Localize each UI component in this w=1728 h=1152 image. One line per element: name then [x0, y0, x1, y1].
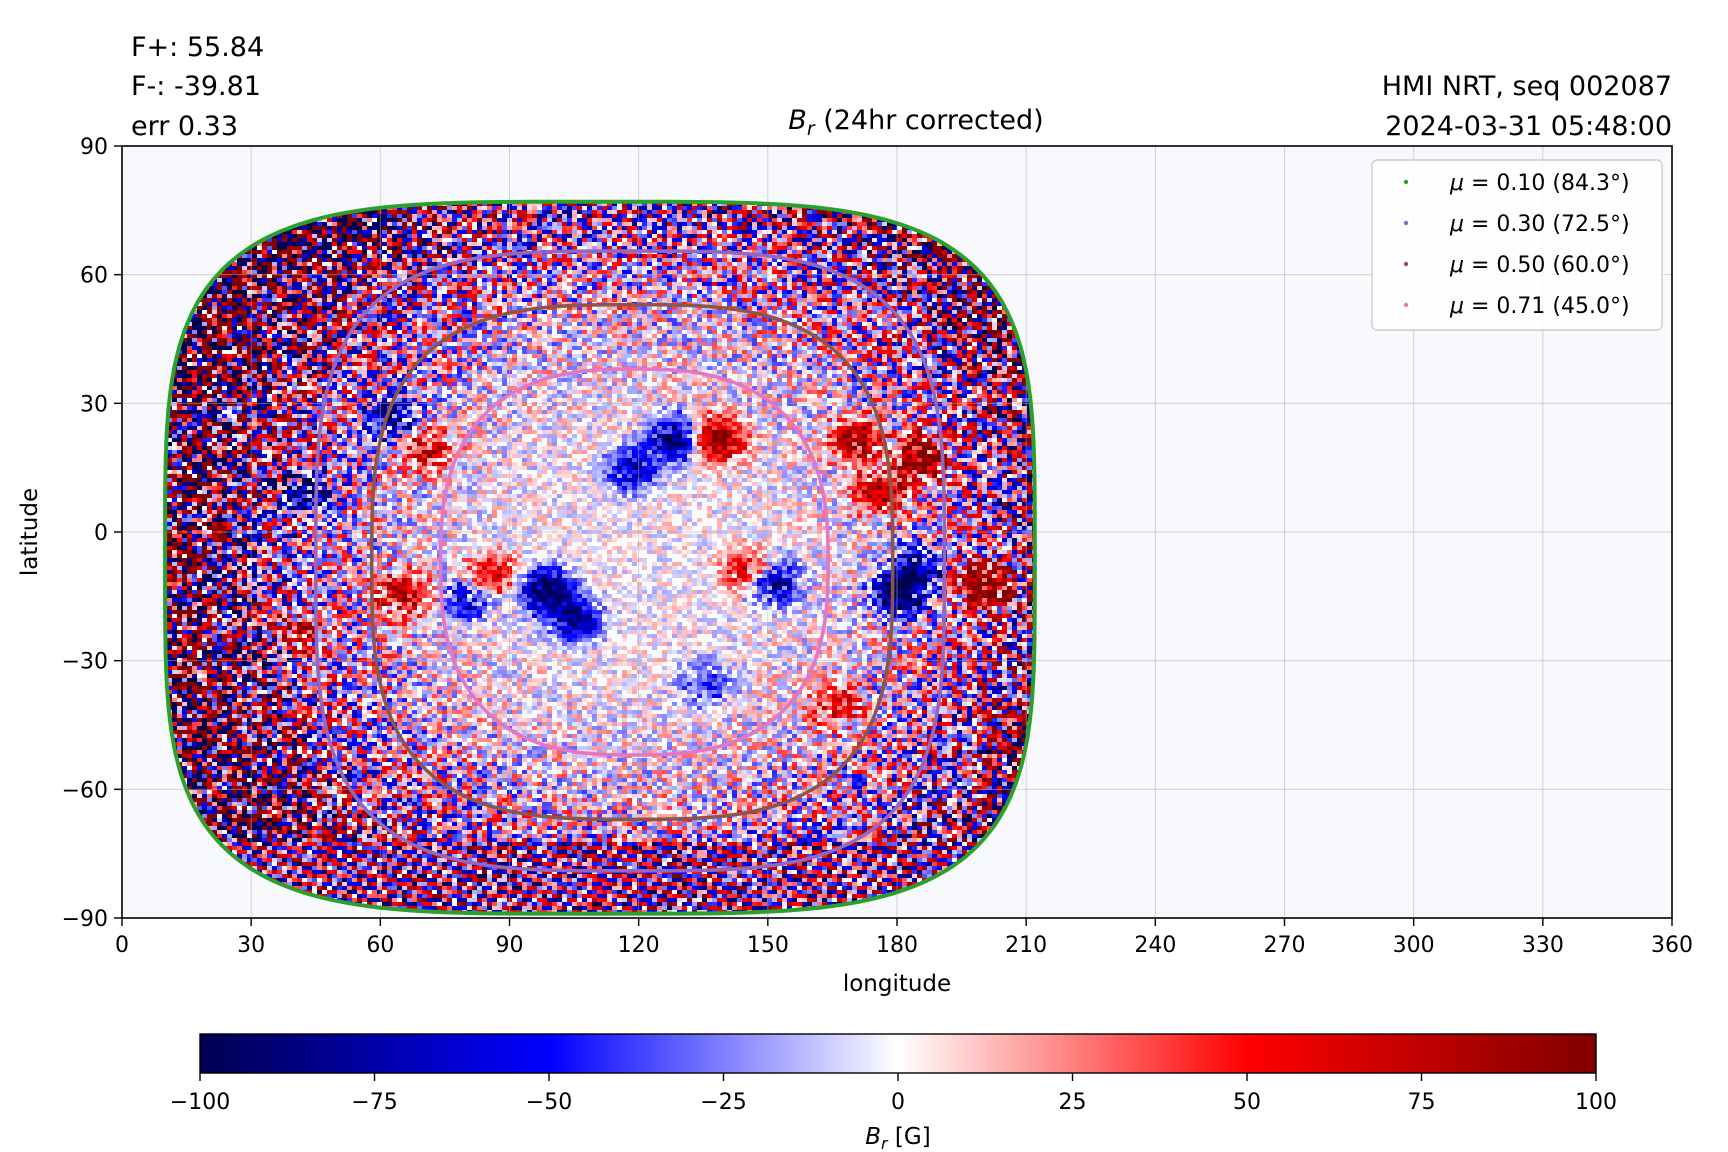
legend: μ = 0.10 (84.3°) μ = 0.30 (72.5°) μ = 0.50…	[1371, 159, 1663, 331]
colorbar-label-symbol: B	[865, 1124, 881, 1150]
legend-label: μ = 0.71 (45.0°)	[1449, 294, 1630, 319]
instrument-label: HMI NRT, seq 002087	[1382, 71, 1672, 102]
mu-contour-3	[438, 367, 830, 757]
y-tick-label: −90	[62, 907, 108, 932]
flux-negative: F-: -39.81	[131, 71, 261, 102]
x-tick-label: 30	[237, 933, 265, 958]
y-tick-label: −60	[62, 778, 108, 803]
mu-contour-2	[369, 302, 895, 822]
chart-title-rest: (24hr corrected)	[815, 105, 1044, 136]
legend-entries: μ = 0.10 (84.3°) μ = 0.30 (72.5°) μ = 0.50…	[1403, 171, 1630, 319]
mu-contours	[163, 199, 1037, 916]
x-tick-label: 270	[1264, 933, 1306, 958]
x-axis-label: longitude	[843, 971, 951, 997]
mu-contour-0	[163, 199, 1037, 916]
mu-contour-1	[314, 249, 947, 873]
error-value: err 0.33	[131, 111, 238, 142]
timestamp-label: 2024-03-31 05:48:00	[1385, 111, 1672, 142]
x-tick-label: 0	[115, 933, 129, 958]
legend-label: μ = 0.30 (72.5°)	[1449, 212, 1630, 237]
colorbar-label-sub: r	[881, 1134, 889, 1152]
legend-marker	[1403, 179, 1409, 185]
colorbar	[199, 1033, 1597, 1074]
y-axis-ticks: 90 60 30 0 −30 −60 −90	[62, 135, 122, 932]
y-tick-label: 90	[80, 135, 108, 160]
x-tick-label: 360	[1651, 933, 1693, 958]
legend-marker	[1403, 261, 1409, 267]
x-tick-label: 240	[1134, 933, 1176, 958]
y-tick-label: 30	[80, 392, 108, 417]
x-tick-label: 180	[876, 933, 918, 958]
colorbar-tick-label: −25	[700, 1090, 746, 1115]
x-tick-label: 300	[1393, 933, 1435, 958]
colorbar-tick-label: 25	[1059, 1090, 1087, 1115]
chart-title-sub: r	[807, 118, 816, 140]
colorbar-label: Br [G]	[865, 1124, 930, 1152]
x-tick-label: 210	[1005, 933, 1047, 958]
y-axis-label: latitude	[17, 488, 43, 576]
legend-box	[1371, 159, 1663, 331]
flux-positive: F+: 55.84	[131, 32, 264, 63]
chart-title: Br (24hr corrected)	[788, 105, 1043, 140]
x-tick-label: 90	[496, 933, 524, 958]
x-axis-ticks: 0 30 60 90 120 150 180 210 240 270 300 330 360	[115, 918, 1693, 958]
x-tick-label: 120	[618, 933, 660, 958]
legend-marker	[1403, 220, 1409, 226]
legend-marker	[1403, 302, 1409, 308]
colorbar-tick-label: −50	[526, 1090, 572, 1115]
colorbar-tick-label: 0	[891, 1090, 905, 1115]
colorbar-tick-label: −100	[170, 1090, 230, 1115]
chart-title-symbol: B	[788, 105, 807, 136]
colorbar-tick-label: 50	[1233, 1090, 1261, 1115]
colorbar-tick-label: 100	[1575, 1090, 1617, 1115]
colorbar-tick-label: −75	[351, 1090, 397, 1115]
legend-label: μ = 0.50 (60.0°)	[1449, 253, 1630, 278]
y-tick-label: −30	[62, 650, 108, 675]
y-tick-label: 0	[94, 521, 108, 546]
x-tick-label: 60	[366, 933, 394, 958]
legend-label: μ = 0.10 (84.3°)	[1449, 171, 1630, 196]
colorbar-label-unit: [G]	[888, 1124, 931, 1150]
x-tick-label: 330	[1522, 933, 1564, 958]
x-tick-label: 150	[747, 933, 789, 958]
colorbar-tick-label: 75	[1408, 1090, 1436, 1115]
y-tick-label: 60	[80, 264, 108, 289]
colorbar-ticks: −100 −75 −50 −25 0 25 50 75 100	[170, 1073, 1617, 1115]
